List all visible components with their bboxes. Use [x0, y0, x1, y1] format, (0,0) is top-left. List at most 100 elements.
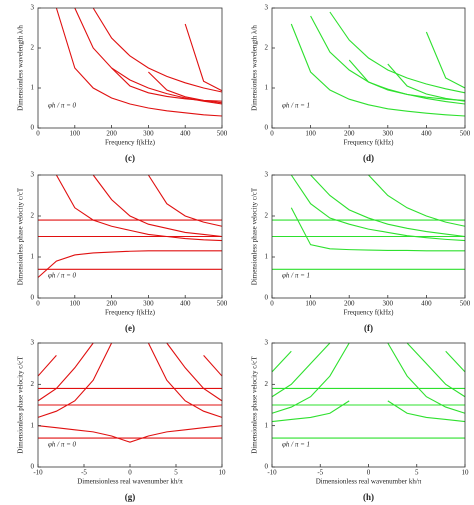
x-tick-label: 5	[415, 469, 419, 477]
panel-label: (h)	[363, 492, 374, 502]
curve	[368, 174, 466, 227]
curve	[55, 7, 223, 117]
x-tick-label: 400	[180, 130, 191, 138]
x-tick-label: -10	[267, 469, 277, 477]
curve	[290, 207, 465, 252]
y-axis-label: Dimensionless wavelength λ/h	[17, 25, 25, 111]
x-tick-label: 0	[270, 300, 274, 308]
x-tick-label: 200	[344, 300, 355, 308]
y-tick-label: 2	[31, 212, 35, 220]
y-tick-label: 1	[31, 84, 35, 92]
panel-label: (d)	[363, 153, 374, 163]
annotation: φh / π = 0	[48, 102, 77, 110]
y-tick-label: 3	[265, 339, 269, 347]
curve	[92, 174, 223, 238]
x-axis-label: Frequency f(kHz)	[344, 309, 395, 317]
x-axis-label: Frequency f(kHz)	[344, 139, 395, 147]
panel-label: (f)	[364, 323, 373, 333]
y-tick-label: 0	[265, 463, 269, 471]
annotation: φh / π = 0	[48, 272, 77, 280]
annotation: φh / π = 1	[282, 441, 310, 449]
y-tick-label: 2	[31, 380, 35, 388]
x-tick-label: 0	[128, 469, 132, 477]
curve	[271, 350, 466, 373]
y-tick-label: 1	[31, 253, 35, 261]
curve	[147, 174, 223, 227]
curve	[37, 342, 223, 418]
curve	[37, 355, 223, 377]
x-tick-label: -10	[33, 469, 43, 477]
plot-frame	[271, 174, 466, 299]
annotation: φh / π = 1	[282, 272, 310, 280]
x-tick-label: 0	[367, 469, 371, 477]
y-tick-label: 0	[31, 124, 35, 132]
annotation: φh / π = 0	[48, 441, 77, 449]
x-tick-label: 100	[70, 130, 81, 138]
curve	[55, 174, 223, 242]
curve	[92, 7, 223, 93]
plot-frame	[271, 7, 466, 129]
y-tick-label: 3	[265, 4, 269, 12]
y-tick-label: 0	[265, 294, 269, 302]
x-tick-label: 100	[70, 300, 81, 308]
panel-label: (g)	[125, 492, 136, 502]
x-tick-label: 100	[305, 130, 316, 138]
x-tick-label: 200	[106, 130, 117, 138]
x-tick-label: 10	[219, 469, 227, 477]
x-axis-label: Dimensionless real wavenumber kh/π	[316, 478, 422, 486]
x-tick-label: 300	[143, 300, 154, 308]
y-tick-label: 1	[31, 421, 35, 429]
x-axis-label: Frequency f(kHz)	[105, 139, 156, 147]
annotation: φh / π = 1	[282, 102, 310, 110]
x-tick-label: 400	[421, 130, 432, 138]
y-axis-label: Dimensionless phase velocity c/cT	[17, 356, 25, 454]
plot-frame	[37, 7, 223, 129]
y-tick-label: 0	[31, 463, 35, 471]
y-axis-label: Dimensionless phase velocity c/cT	[251, 356, 259, 454]
y-axis-label: Dimensionless phase velocity c/cT	[17, 187, 25, 285]
x-tick-label: 0	[270, 130, 274, 138]
y-tick-label: 0	[31, 294, 35, 302]
x-tick-label: 500	[217, 300, 228, 308]
x-tick-label: 5	[174, 469, 178, 477]
x-tick-label: 500	[460, 300, 471, 308]
x-tick-label: 500	[217, 130, 228, 138]
x-tick-label: 0	[36, 300, 40, 308]
x-tick-label: 300	[383, 130, 394, 138]
curve	[37, 250, 222, 278]
curve	[271, 400, 466, 423]
y-tick-label: 2	[265, 212, 269, 220]
x-tick-label: 300	[143, 130, 154, 138]
x-tick-label: 300	[383, 300, 394, 308]
x-tick-label: 400	[180, 300, 191, 308]
x-tick-label: 500	[460, 130, 471, 138]
curve	[329, 11, 466, 94]
x-tick-label: 200	[106, 300, 117, 308]
y-tick-label: 3	[31, 171, 35, 179]
curve	[37, 425, 223, 443]
curve	[271, 342, 466, 398]
y-tick-label: 1	[265, 84, 269, 92]
curve	[348, 59, 466, 101]
curve	[148, 71, 223, 104]
x-tick-label: -5	[317, 469, 323, 477]
y-tick-label: 3	[31, 4, 35, 12]
y-tick-label: 1	[265, 421, 269, 429]
curve	[310, 174, 466, 238]
x-tick-label: 100	[305, 300, 316, 308]
curve	[111, 67, 223, 102]
curve	[37, 342, 223, 402]
curve	[290, 23, 466, 117]
y-tick-label: 3	[31, 339, 35, 347]
curve	[184, 23, 223, 92]
panel-label: (e)	[125, 323, 135, 333]
y-tick-label: 1	[265, 253, 269, 261]
curve	[387, 63, 466, 102]
x-axis-label: Frequency f(kHz)	[105, 309, 156, 317]
curve	[425, 31, 466, 89]
x-axis-label: Dimensionless real wavenumber kh/π	[77, 478, 183, 486]
y-tick-label: 0	[265, 124, 269, 132]
plot-frame	[37, 174, 223, 299]
y-tick-label: 3	[265, 171, 269, 179]
